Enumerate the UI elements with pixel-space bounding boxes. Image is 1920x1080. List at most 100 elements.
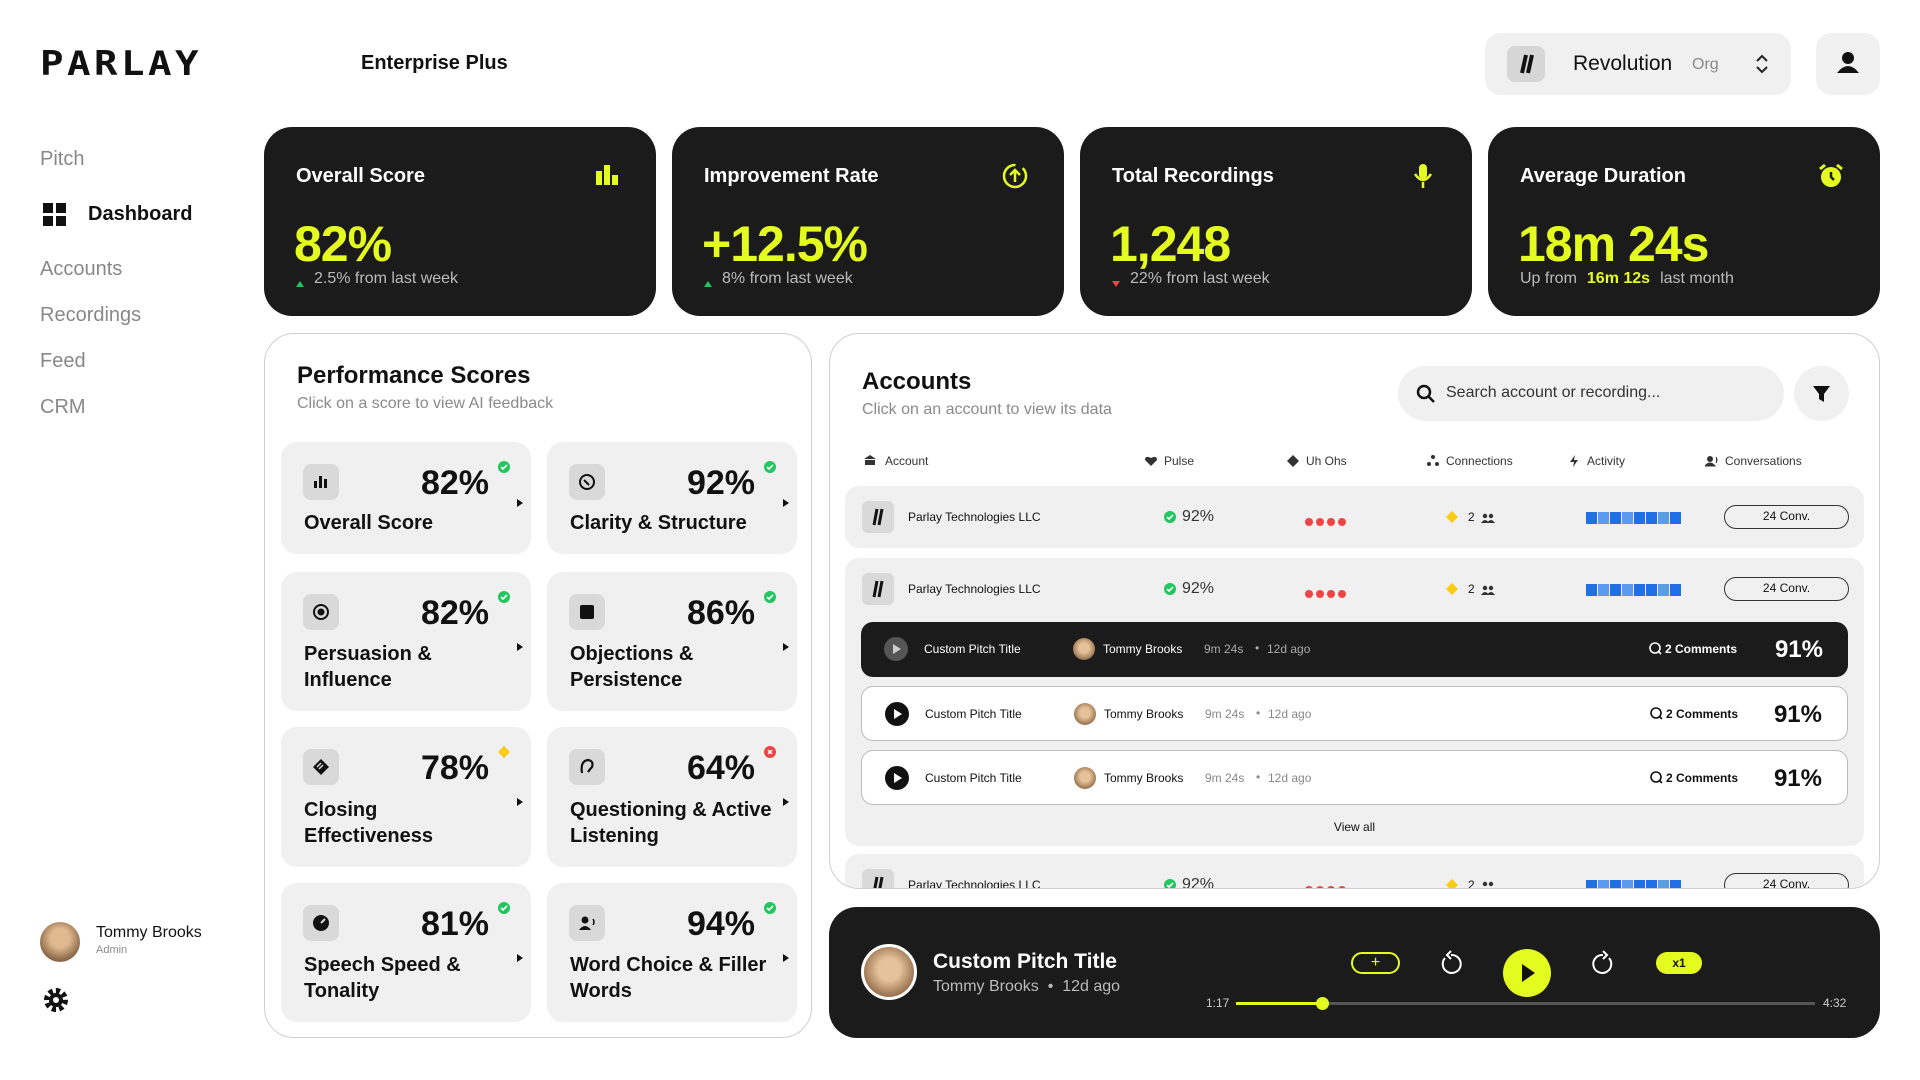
recording-ago: 12d ago <box>1268 707 1312 721</box>
recording-title: Custom Pitch Title <box>925 707 1022 721</box>
progress-knob[interactable] <box>1316 997 1329 1010</box>
stat-title: Total Recordings <box>1112 165 1274 187</box>
org-selector[interactable]: Revolution Org <box>1485 33 1791 95</box>
pulse-check <box>1163 582 1177 601</box>
speaker-avatar <box>1074 767 1096 789</box>
tile-arrow <box>517 638 523 656</box>
nav-item[interactable]: Pitch <box>40 148 85 170</box>
nav-item[interactable]: Dashboard <box>88 203 193 225</box>
uh-oh-dots <box>1305 881 1353 888</box>
account-name[interactable]: Parlay Technologies LLC <box>908 510 1041 524</box>
conversation-count[interactable]: 24 Conv. <box>1724 505 1849 529</box>
score-tile[interactable]: 81% Speech Speed & Tonality <box>281 883 531 1022</box>
score-status <box>497 460 511 479</box>
recording-speaker: Tommy Brooks <box>1104 771 1184 785</box>
column-header: Activity <box>1587 454 1626 468</box>
score-tile[interactable]: 64% Questioning & Active Listening <box>547 727 797 867</box>
score-icon <box>569 905 605 941</box>
recording-duration: 9m 24s <box>1205 771 1245 785</box>
score-tile[interactable]: 94% Word Choice & Filler Words <box>547 883 797 1022</box>
account-row[interactable]: Parlay Technologies LLC 92% 2 24 Conv. Custo… <box>845 558 1864 846</box>
performance-panel: Performance Scores Click on a score to v… <box>264 333 812 1038</box>
recording-row[interactable]: Custom Pitch Title Tommy Brooks 9m 24s • 12d… <box>861 622 1848 677</box>
uh-oh-dots <box>1305 513 1353 531</box>
score-value: 82% <box>420 594 489 632</box>
conversation-count[interactable]: 24 Conv. <box>1724 577 1849 601</box>
account-name[interactable]: Parlay Technologies LLC <box>908 878 1041 889</box>
nav-item[interactable]: CRM <box>40 396 86 418</box>
nav-item[interactable]: Recordings <box>40 304 142 326</box>
score-name: Clarity & Structure <box>570 512 747 534</box>
score-icon <box>569 594 605 630</box>
stat-value: 18m 24s <box>1518 216 1709 272</box>
nav-item[interactable]: Accounts <box>40 258 123 280</box>
recording-row[interactable]: Custom Pitch Title Tommy Brooks 9m 24s • 12d… <box>861 686 1848 741</box>
nav-item[interactable]: Feed <box>40 350 86 372</box>
conversation-count[interactable]: 24 Conv. <box>1724 873 1849 888</box>
recording-speaker: Tommy Brooks <box>1104 707 1184 721</box>
tile-arrow <box>517 494 523 512</box>
settings-icon[interactable] <box>42 986 70 1014</box>
stat-change: 2.5% from last week <box>314 270 459 287</box>
score-value: 82% <box>420 464 489 502</box>
filter-button[interactable] <box>1794 366 1849 421</box>
rewind-button[interactable] <box>1439 950 1463 976</box>
stat-icon <box>594 163 620 194</box>
stat-icon <box>1818 163 1844 194</box>
stat-value: 1,248 <box>1110 216 1231 272</box>
score-tile[interactable]: 86% Objections & Persistence <box>547 572 797 711</box>
score-icon <box>303 905 339 941</box>
connection-diamond <box>1445 878 1459 888</box>
elapsed-time: 1:17 <box>1206 996 1230 1010</box>
panel-subtitle: Click on a score to view AI feedback <box>297 395 554 412</box>
score-tile[interactable]: 82% Persuasion & Influence <box>281 572 531 711</box>
account-name[interactable]: Parlay Technologies LLC <box>908 582 1041 596</box>
stat-card: Improvement Rate +12.5% 8% from last week <box>672 127 1064 316</box>
activity-bars <box>1586 583 1682 601</box>
trend-arrow <box>296 275 304 293</box>
account-pulse: 92% <box>1182 508 1215 525</box>
score-tile[interactable]: 92% Clarity & Structure <box>547 442 797 554</box>
score-tile[interactable]: 78% Closing Effectiveness <box>281 727 531 867</box>
view-all-link[interactable]: View all <box>1333 820 1376 834</box>
score-icon <box>569 464 605 500</box>
recording-comments: 2 Comments <box>1665 642 1738 656</box>
play-button[interactable] <box>1503 949 1551 997</box>
pulse-check <box>1163 878 1177 888</box>
recording-score: 91% <box>1773 765 1822 792</box>
score-value: 94% <box>686 905 755 943</box>
score-name: Objections & Persistence <box>570 643 694 691</box>
recording-duration: 9m 24s <box>1205 707 1245 721</box>
recording-row[interactable]: Custom Pitch Title Tommy Brooks 9m 24s • 12d… <box>861 750 1848 805</box>
search-placeholder: Search account or recording... <box>1446 384 1661 401</box>
stat-icon <box>1410 163 1436 194</box>
activity-bars <box>1586 511 1682 529</box>
score-icon <box>303 749 339 785</box>
account-connections: 2 <box>1468 582 1475 596</box>
logo[interactable]: PARLAY <box>40 44 202 84</box>
stat-icon <box>1002 163 1028 194</box>
score-tile[interactable]: 82% Overall Score <box>281 442 531 554</box>
profile-button[interactable] <box>1816 33 1880 95</box>
add-button[interactable]: + <box>1351 952 1400 974</box>
connections-icon <box>1481 583 1495 601</box>
stat-title: Overall Score <box>296 165 425 187</box>
recording-title: Custom Pitch Title <box>925 771 1022 785</box>
column-icon <box>1144 454 1158 473</box>
stat-change: 8% from last week <box>722 270 853 287</box>
search-box[interactable]: Search account or recording... <box>1398 366 1784 421</box>
stat-title: Improvement Rate <box>704 165 879 187</box>
stat-note: Up from 16m 12s last month <box>1520 270 1744 288</box>
speed-button[interactable]: x1 <box>1656 952 1702 974</box>
recording-comments: 2 Comments <box>1666 771 1739 785</box>
connections-icon <box>1481 879 1495 888</box>
forward-button[interactable] <box>1591 950 1615 976</box>
progress-track <box>1236 1002 1815 1005</box>
score-status <box>497 901 511 920</box>
nav-icon <box>43 203 67 232</box>
account-row[interactable]: Parlay Technologies LLC 92% 2 24 Conv. <box>845 854 1864 889</box>
user-name: Tommy Brooks <box>96 924 202 941</box>
account-row[interactable]: Parlay Technologies LLC 92% 2 24 Conv. <box>845 486 1864 548</box>
tile-arrow <box>783 638 789 656</box>
dot: • <box>1256 706 1261 720</box>
